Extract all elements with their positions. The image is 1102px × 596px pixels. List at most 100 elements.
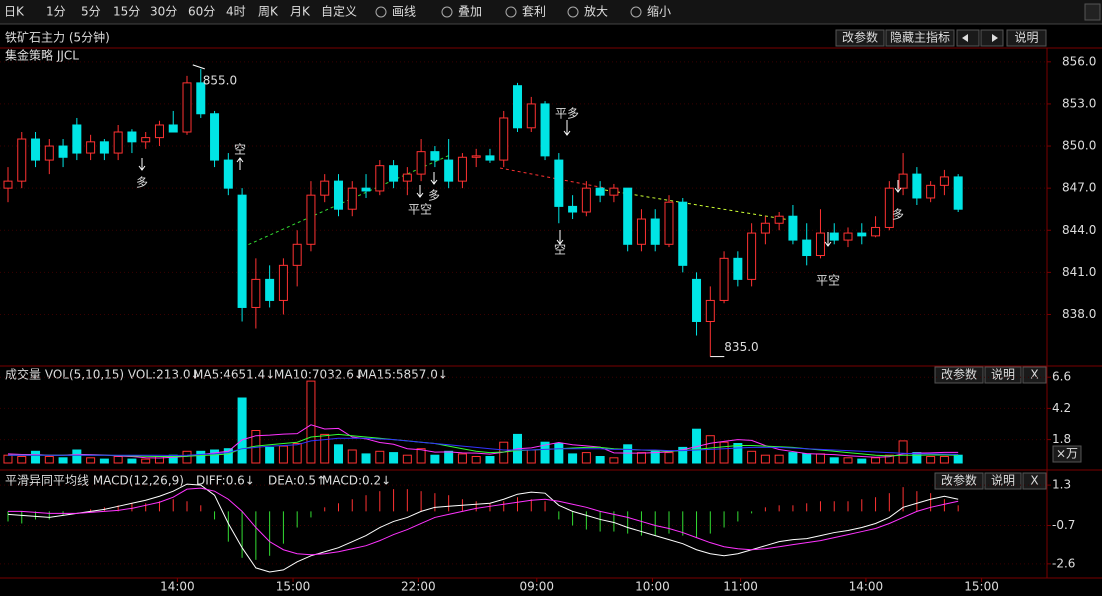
y-tick-label: 1.3	[1052, 478, 1071, 492]
candle-body	[939, 176, 949, 186]
toolbar-item[interactable]: 自定义	[321, 4, 357, 19]
candle-body	[251, 278, 261, 308]
candle-body	[540, 103, 550, 157]
y-tick-label: 6.6	[1052, 370, 1071, 384]
signal-label: 空	[554, 243, 566, 257]
volume-bar	[416, 448, 426, 464]
volume-bar	[884, 454, 894, 464]
toolbar-item[interactable]: 4时	[226, 5, 246, 19]
toolbar-item[interactable]: 月K	[290, 5, 311, 19]
button-label[interactable]: 说明	[991, 367, 1015, 382]
volume-bar	[595, 456, 605, 464]
toolbar-item[interactable]: 叠加	[458, 5, 482, 19]
arrow-icon	[992, 34, 998, 42]
button[interactable]	[835, 29, 885, 47]
button[interactable]	[885, 29, 955, 47]
button-label[interactable]: ×万	[1056, 447, 1078, 461]
button-label[interactable]: 改参数	[842, 30, 878, 45]
x-tick-label: 10:00	[635, 580, 670, 594]
candle-body	[595, 187, 605, 196]
toolbar-item[interactable]: 画线	[392, 5, 416, 19]
volume-bar	[843, 457, 853, 464]
volume-bar	[953, 454, 963, 464]
volume-bar	[457, 453, 467, 464]
candle-body	[361, 187, 371, 192]
scroll-button[interactable]	[1084, 3, 1101, 21]
toolbar-item[interactable]: 15分	[113, 5, 140, 19]
volume-bar	[17, 456, 27, 464]
indicator-line	[7, 437, 959, 456]
volume-bar	[430, 454, 440, 464]
signal-arrowhead	[236, 157, 244, 163]
volume-bar	[898, 440, 908, 464]
button[interactable]	[934, 366, 984, 384]
toolbar-item[interactable]: 套利	[522, 5, 546, 19]
volume-bar	[402, 454, 412, 464]
volume-bar	[196, 450, 206, 464]
legend-entry: MA10:7032.6↓	[274, 368, 364, 382]
volume-bar	[664, 452, 674, 464]
toolbar-item[interactable]: 日K	[4, 5, 25, 19]
signal-arrowhead	[430, 179, 438, 185]
candle-body	[733, 257, 743, 280]
candle-body	[623, 187, 633, 245]
button[interactable]	[1006, 29, 1047, 47]
toolbar-item[interactable]: 缩小	[647, 4, 671, 19]
candle-body	[320, 180, 330, 196]
volume-bar	[650, 450, 660, 464]
signal-arrowhead	[563, 130, 571, 136]
toolbar-item[interactable]: 周K	[258, 5, 279, 19]
button[interactable]	[934, 472, 984, 490]
candle-body	[871, 226, 881, 237]
toolbar-item[interactable]: 5分	[81, 5, 101, 19]
x-tick-label: 09:00	[519, 580, 554, 594]
button-label[interactable]: X	[1030, 368, 1038, 382]
button[interactable]	[984, 366, 1022, 384]
trend-line	[604, 189, 791, 221]
candle-body	[154, 124, 164, 139]
button-label[interactable]: X	[1030, 474, 1038, 488]
legend-entry: MA15:5857.0↓	[358, 368, 448, 382]
volume-bar	[747, 450, 757, 464]
candle-body	[72, 124, 82, 154]
toolbar-item[interactable]: 30分	[150, 5, 177, 19]
candle-body	[499, 117, 509, 161]
candle-body	[375, 165, 385, 192]
candle-body	[210, 113, 220, 161]
volume-bar	[265, 446, 275, 464]
candle-body	[237, 194, 247, 308]
signal-arrowhead	[556, 239, 564, 245]
candle-body	[86, 141, 96, 154]
volume-bar	[113, 456, 123, 464]
volume-bar	[127, 458, 137, 464]
candle-body	[857, 232, 867, 237]
button-label[interactable]: 说明	[991, 473, 1015, 488]
signal-arrowhead	[824, 241, 832, 247]
button-label[interactable]: 说明	[1014, 30, 1038, 45]
volume-bar	[471, 456, 481, 464]
button[interactable]	[1022, 366, 1047, 384]
signal-arrowhead	[894, 187, 902, 193]
toolbar-item[interactable]: 放大	[584, 4, 608, 19]
signal-label: 平空	[408, 203, 432, 217]
volume-bar	[86, 457, 96, 464]
candle-body	[17, 138, 27, 182]
toolbar-icon	[441, 6, 453, 18]
candle-body	[843, 232, 853, 241]
candle-body	[526, 103, 536, 129]
volume-bar	[678, 446, 688, 464]
toolbar-item[interactable]: 60分	[188, 5, 215, 19]
volume-bar	[3, 454, 13, 464]
button[interactable]	[1052, 445, 1082, 463]
volume-bar	[871, 457, 881, 464]
candle-body	[292, 243, 302, 266]
button-label[interactable]: 改参数	[941, 367, 977, 382]
button-label[interactable]: 隐藏主指标	[890, 30, 950, 45]
toolbar-icon	[375, 6, 387, 18]
volume-bar	[788, 452, 798, 464]
y-tick-label: 1.8	[1052, 432, 1071, 446]
button-label[interactable]: 改参数	[941, 473, 977, 488]
toolbar-item[interactable]: 1分	[46, 5, 66, 19]
candle-body	[760, 222, 770, 234]
